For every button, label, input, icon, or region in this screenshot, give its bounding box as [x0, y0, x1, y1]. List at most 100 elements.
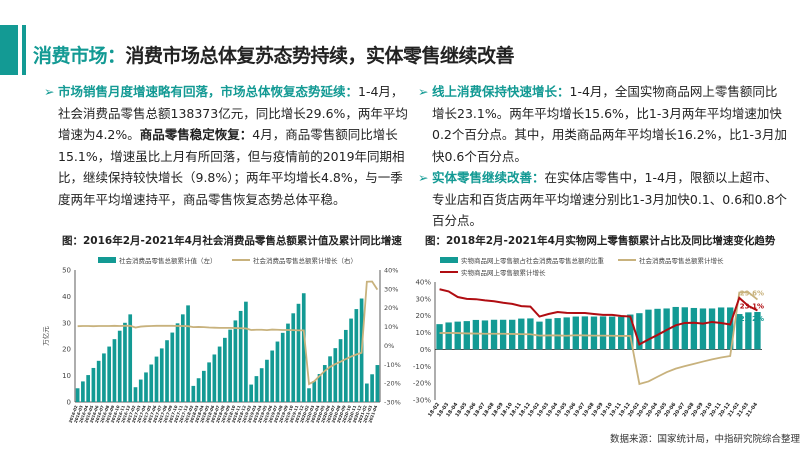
x-tick-label: 2019-02 — [241, 404, 252, 423]
bar — [307, 388, 311, 402]
x-tick-label: 2016-12 — [120, 404, 131, 423]
bar — [349, 318, 353, 402]
y-tick-label: -30% — [413, 397, 431, 405]
x-tick-label: 2019-03 — [246, 404, 257, 423]
x-tick-label: 2018-10 — [225, 404, 236, 423]
bar — [91, 367, 96, 402]
y2-tick-label: -30% — [384, 399, 401, 407]
legend-label: 社会消费品零售总额累计增长（右） — [253, 257, 357, 265]
end-data-label: 23.1% — [740, 302, 764, 310]
y-tick-label: -20% — [413, 380, 431, 388]
bar — [636, 313, 643, 350]
bar — [754, 312, 761, 350]
y-tick-label: 20 — [62, 346, 71, 354]
bar — [672, 306, 679, 350]
x-tick-label: 2018-02 — [183, 404, 194, 423]
bar — [608, 316, 616, 350]
x-tick-label: 2017-10 — [168, 404, 179, 423]
legend-label: 实物商品网上零售额占社会消费品零售总额的比重 — [461, 257, 604, 265]
bar — [223, 337, 227, 402]
bar — [436, 324, 443, 350]
x-tick-label: 2016-08 — [99, 404, 110, 423]
bar — [207, 362, 211, 402]
x-tick-label: 2019-08 — [273, 404, 284, 423]
y-tick-label: 50 — [62, 267, 71, 275]
x-tick-label: 2018-12 — [236, 404, 247, 423]
bar — [328, 356, 332, 402]
bar — [254, 376, 259, 402]
legend-swatch — [440, 271, 458, 273]
chart1-legend-line: 社会消费品零售总额累计增长（右） — [232, 255, 357, 265]
bar — [708, 308, 716, 350]
bar — [275, 341, 280, 402]
bar — [554, 318, 561, 350]
chart2-plot: -30%-20%-10%0%10%20%30%40%18-0218-0318-0… — [413, 279, 764, 419]
y2-tick-label: 20% — [384, 304, 398, 312]
x-tick-label: 2016-10 — [110, 404, 121, 423]
legend-swatch — [618, 259, 636, 261]
bar — [590, 316, 598, 350]
y-tick-label: 10 — [62, 372, 71, 380]
left-heading2: 商品零售稳定恢复： — [139, 127, 253, 142]
y-tick-label: 0% — [420, 346, 431, 354]
x-tick-label: 2019-10 — [283, 404, 294, 423]
x-tick-label: 2020-09 — [336, 404, 347, 423]
bar — [196, 378, 201, 402]
bar — [280, 332, 285, 402]
legend-label: 社会消费品零售总额累计增长 — [639, 257, 724, 265]
chart2-legend-share: 实物商品网上零售额占社会消费品零售总额的比重 — [440, 255, 604, 265]
x-tick-label: 2017-02 — [125, 404, 136, 423]
bar — [159, 348, 164, 402]
bar — [599, 316, 607, 350]
page-title: 消费市场：消费市场总体复苏态势持续，实体零售继续改善 — [33, 41, 515, 68]
x-tick-label: 2020-04 — [309, 404, 320, 423]
left-heading: 市场销售月度增速略有回落，市场总体恢复态势延续： — [58, 84, 359, 99]
bar — [291, 313, 296, 402]
series-line — [439, 291, 759, 386]
bar — [112, 339, 117, 402]
x-tick-label: 2018-06 — [204, 404, 215, 423]
x-tick-label: 2019-11 — [288, 404, 299, 423]
x-tick-label: 2020-05 — [315, 404, 326, 423]
bar — [265, 359, 269, 402]
bar — [249, 384, 254, 402]
x-tick-label: 2017-03 — [131, 404, 142, 423]
bar — [472, 319, 480, 350]
bar — [117, 330, 122, 402]
bar — [365, 383, 369, 402]
x-tick-label: 2019-07 — [267, 404, 278, 423]
y-tick-label: 10% — [415, 329, 431, 337]
bar — [123, 322, 127, 402]
bar — [681, 307, 688, 350]
x-tick-label: 2016-11 — [115, 404, 126, 423]
chart2-title: 图：2018年2月-2021年4月实物网上零售额累计占比及同比增速变化趋势 — [425, 235, 776, 247]
bar — [244, 301, 248, 402]
x-tick-label: 2016-06 — [89, 404, 100, 423]
y2-tick-label: -20% — [384, 380, 401, 388]
bar — [128, 314, 133, 402]
x-tick-label: 2016-05 — [83, 404, 94, 423]
bar — [581, 316, 589, 350]
left-paragraph: ➢ 市场销售月度增速略有回落，市场总体恢复态势延续：1-4月，社会消费品零售总额1… — [44, 81, 410, 210]
bar — [690, 307, 698, 350]
x-tick-label: 2017-08 — [157, 404, 168, 423]
bar — [454, 321, 461, 350]
x-tick-label: 2019-04 — [252, 404, 263, 423]
bar — [212, 354, 217, 402]
x-tick-label: 2019-12 — [294, 404, 305, 423]
bar — [165, 340, 169, 402]
bar — [745, 312, 752, 350]
x-tick-label: 2017-05 — [141, 404, 152, 423]
x-tick-label: 2016-09 — [104, 404, 115, 423]
x-tick-label: 2020-02 — [299, 404, 310, 423]
bar — [654, 308, 661, 350]
bar — [317, 374, 322, 402]
bar — [191, 385, 196, 402]
bar — [563, 317, 570, 350]
title-main: 消费市场总体复苏态势持续，实体零售继续改善 — [125, 45, 515, 67]
bar — [736, 314, 743, 350]
bar — [144, 372, 148, 402]
right-heading2: 实体零售继续改善： — [432, 170, 545, 185]
y-axis-label: 万亿元 — [41, 326, 50, 346]
bar — [75, 388, 80, 402]
